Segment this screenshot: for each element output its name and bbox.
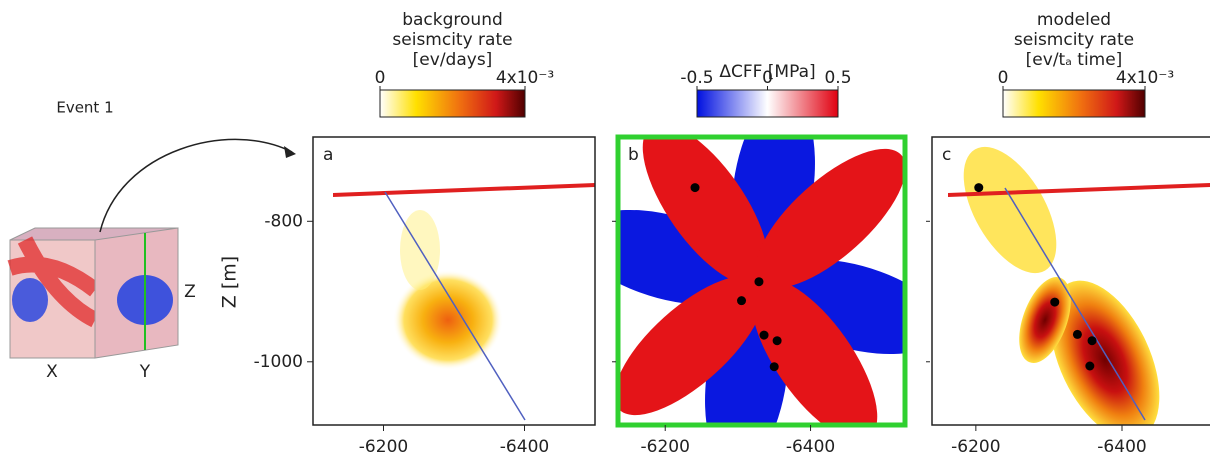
event-point: [1085, 361, 1095, 371]
colorbar-tick-label: 0.5: [824, 68, 851, 88]
colorbar-title: [ev/tₐ time]: [1026, 50, 1123, 70]
panel-label: c: [942, 145, 951, 165]
colorbar-tick-label: 4x10⁻³: [496, 68, 554, 88]
panel-image: [948, 146, 1210, 425]
x-tick-label: -6200: [951, 437, 1000, 457]
x-tick-label: -6400: [786, 437, 835, 457]
colorbar: [696, 89, 839, 118]
y-axis-label: Z [m]: [219, 256, 241, 308]
arrow-head: [284, 146, 296, 158]
colorbar-title: seismcity rate: [1014, 30, 1134, 50]
x-tick-label: -6400: [500, 437, 549, 457]
panel-frame: [615, 134, 908, 428]
lobe: [642, 137, 769, 285]
panel-image: [333, 183, 595, 421]
colorbar-title: background: [402, 10, 503, 30]
colorbar-title: [ev/days]: [413, 50, 493, 70]
panel-frame: [931, 136, 1210, 426]
event-point: [772, 336, 782, 346]
rate-blob: [963, 146, 1057, 274]
panel-label: b: [628, 145, 639, 165]
event-point: [1072, 329, 1082, 339]
cube-pattern: [7, 236, 100, 328]
fault-line: [1004, 187, 1146, 421]
fault-trace: [333, 183, 595, 197]
lobe: [755, 148, 905, 288]
x-tick-label: -6200: [641, 437, 690, 457]
event-point: [1087, 336, 1097, 346]
colorbar-tick-label: 0: [762, 68, 773, 88]
panel-label: a: [323, 145, 333, 165]
fault-line: [384, 191, 526, 421]
colorbar-tick-label: 4x10⁻³: [1116, 68, 1174, 88]
event-point: [754, 277, 764, 287]
colorbar-title: ΔCFF [MPa]: [719, 62, 815, 82]
colorbar-title: modeled: [1037, 10, 1111, 30]
y-tick-label: -800: [264, 211, 303, 231]
lobe: [751, 279, 878, 425]
inset-axis-label: X: [46, 362, 58, 382]
colorbar: [1002, 89, 1146, 118]
fault-trace: [948, 183, 1210, 197]
event-point: [759, 330, 769, 340]
y-tick-label: -1000: [254, 352, 303, 372]
x-tick-label: -6400: [1097, 437, 1146, 457]
cube-pattern: [12, 278, 48, 322]
x-tick-label: -6200: [359, 437, 408, 457]
inset-axis-label: Y: [139, 362, 151, 382]
colorbar: [379, 89, 526, 118]
inset-axis-label: Z: [184, 282, 196, 302]
event-point: [974, 183, 984, 193]
inset-title: Event 1: [56, 99, 113, 117]
event-point: [1050, 297, 1060, 307]
colorbar-title: seismcity rate: [392, 30, 512, 50]
colorbar-tick-label: -0.5: [680, 68, 713, 88]
event-point: [737, 296, 747, 306]
panel-image: [618, 137, 905, 425]
colorbar-tick-label: 0: [998, 68, 1009, 88]
arrow: [99, 138, 293, 233]
rate-blob: [1019, 277, 1071, 363]
panel-frame: [312, 136, 596, 426]
colorbar-tick-label: 0: [375, 68, 386, 88]
inset: Event 1 X Y Z: [7, 99, 296, 382]
event-point: [690, 183, 700, 193]
lobe: [618, 276, 765, 416]
rate-blob: [393, 270, 503, 370]
event-point: [769, 362, 779, 372]
